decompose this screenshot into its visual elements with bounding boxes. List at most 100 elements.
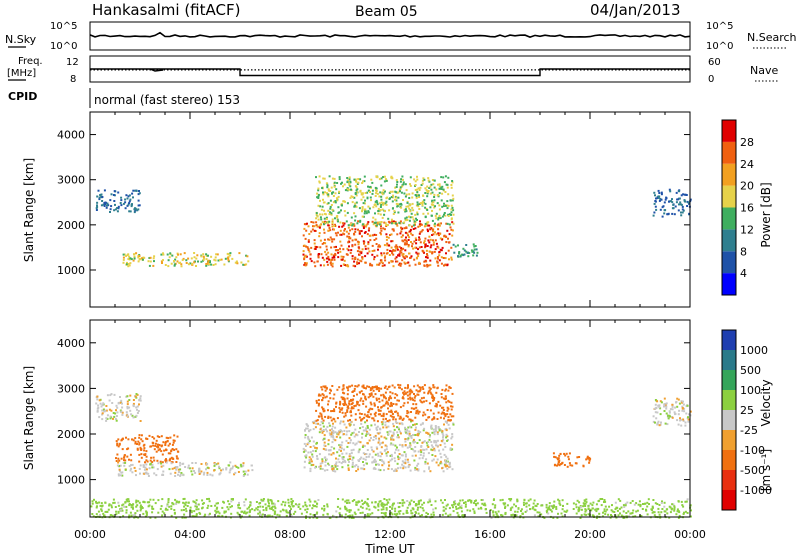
velocity-echo-cell — [256, 508, 259, 511]
velocity-echo-cell — [200, 470, 203, 473]
power-echo-cell — [435, 217, 438, 220]
velocity-echo-cell — [153, 459, 156, 462]
power-echo-cell — [424, 245, 427, 248]
power-echo-cell — [344, 200, 346, 203]
velocity-echo-cell — [377, 468, 380, 471]
velocity-echo-cell — [336, 468, 339, 471]
power-echo-cell — [418, 223, 421, 226]
velocity-echo-cell — [402, 393, 405, 396]
power-echo-cell — [358, 241, 360, 244]
power-echo-cell — [317, 253, 320, 256]
velocity-echo-cell — [126, 403, 129, 406]
velocity-echo-cell — [528, 504, 531, 507]
velocity-echo-cell — [366, 432, 369, 435]
velocity-echo-cell — [348, 402, 351, 405]
velocity-echo-cell — [259, 505, 262, 508]
velocity-echo-cell — [99, 513, 101, 516]
velocity-echo-cell — [328, 422, 331, 425]
velocity-echo-cell — [613, 511, 616, 513]
velocity-echo-cell — [444, 445, 447, 448]
power-echo-cell — [330, 212, 333, 215]
power-echo-cell — [397, 263, 400, 266]
power-echo-cell — [671, 198, 673, 201]
velocity-echo-cell — [422, 388, 425, 390]
power-echo-cell — [122, 258, 125, 261]
velocity-echo-cell — [228, 503, 231, 506]
power-echo-cell — [318, 235, 321, 238]
velocity-echo-cell — [304, 436, 307, 439]
power-echo-cell — [432, 230, 434, 233]
power-echo-cell — [316, 215, 319, 218]
velocity-echo-cell — [330, 389, 332, 392]
velocity-echo-cell — [660, 502, 663, 504]
velocity-echo-cell — [416, 384, 419, 387]
velocity-echo-cell — [341, 456, 344, 459]
velocity-echo-cell — [309, 470, 312, 473]
velocity-echo-cell — [383, 436, 386, 439]
power-echo-cell — [317, 193, 320, 196]
velocity-echo-cell — [651, 506, 654, 509]
velocity-echo-cell — [326, 425, 329, 428]
velocity-echo-cell — [673, 506, 676, 509]
velocity-echo-cell — [316, 502, 318, 505]
power-echo-cell — [671, 212, 674, 215]
velocity-echo-cell — [355, 433, 358, 436]
velocity-echo-cell — [677, 398, 680, 401]
power-echo-cell — [445, 252, 447, 255]
velocity-echo-cell — [363, 468, 366, 471]
power-echo-cell — [179, 261, 182, 264]
velocity-echo-cell — [452, 506, 454, 509]
velocity-echo-cell — [347, 405, 349, 408]
velocity-echo-cell — [120, 410, 123, 413]
power-echo-cell — [411, 242, 414, 245]
velocity-echo-cell — [408, 432, 411, 435]
velocity-echo-cell — [116, 444, 119, 447]
velocity-colorbar-swatch — [722, 470, 736, 490]
velocity-echo-cell — [432, 417, 435, 420]
velocity-echo-cell — [352, 431, 355, 434]
velocity-echo-cell — [401, 444, 404, 447]
velocity-echo-cell — [407, 384, 409, 387]
power-echo-cell — [343, 183, 346, 186]
power-echo-cell — [120, 196, 123, 199]
velocity-echo-cell — [388, 385, 391, 388]
power-echo-cell — [340, 209, 342, 212]
power-echo-cell — [395, 260, 398, 263]
power-echo-cell — [437, 232, 440, 235]
velocity-echo-cell — [399, 384, 402, 387]
power-echo-cell — [364, 202, 366, 205]
velocity-echo-cell — [373, 419, 376, 422]
velocity-echo-cell — [242, 475, 245, 477]
power-echo-cell — [355, 238, 358, 241]
velocity-echo-cell — [427, 416, 430, 419]
velocity-echo-cell — [182, 509, 185, 511]
power-echo-cell — [315, 246, 318, 248]
power-echo-cell — [367, 247, 370, 250]
velocity-echo-cell — [665, 405, 668, 408]
velocity-echo-cell — [115, 440, 118, 443]
power-echo-cell — [676, 198, 679, 201]
velocity-echo-cell — [321, 460, 324, 463]
velocity-echo-cell — [246, 473, 249, 476]
velocity-echo-cell — [362, 393, 365, 396]
velocity-echo-cell — [197, 508, 200, 511]
velocity-echo-cell — [385, 499, 388, 502]
power-echo-cell — [401, 253, 404, 256]
velocity-echo-cell — [394, 393, 397, 396]
velocity-echo-cell — [432, 395, 435, 398]
velocity-echo-cell — [322, 447, 325, 450]
velocity-echo-cell — [166, 508, 169, 511]
velocity-echo-cell — [448, 427, 451, 430]
velocity-echo-cell — [441, 431, 444, 434]
velocity-echo-cell — [686, 404, 689, 407]
velocity-echo-cell — [419, 399, 422, 402]
velocity-echo-cell — [382, 505, 385, 508]
power-echo-cell — [438, 192, 441, 195]
power-echo-cell — [161, 262, 163, 264]
power-echo-cell — [417, 205, 420, 208]
velocity-echo-cell — [663, 397, 666, 400]
power-echo-cell — [401, 175, 404, 178]
velocity-echo-cell — [323, 444, 326, 447]
power-echo-cell — [371, 181, 374, 184]
power-echo-cell — [321, 221, 324, 224]
